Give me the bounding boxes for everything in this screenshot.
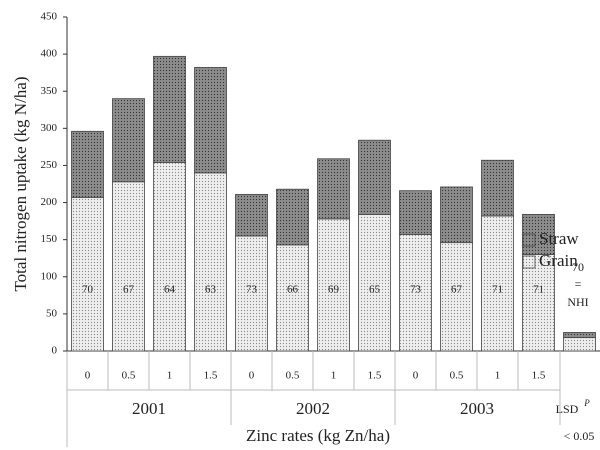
x-tick-label: 1.5 (204, 370, 218, 382)
group-label: 2003 (460, 399, 494, 418)
y-tick-label: 450 (41, 11, 58, 23)
x-axis-label: Zinc rates (kg Zn/ha) (246, 426, 390, 445)
nhi-legend: NHI (567, 295, 588, 309)
group-label: 2001 (132, 399, 166, 418)
y-axis-label: Total nitrogen uptake (kg N/ha) (11, 76, 30, 291)
x-tick-label: 1 (167, 370, 173, 382)
x-tick-label: 1.5 (532, 370, 546, 382)
bar-segment (71, 196, 104, 352)
bar-segment (194, 172, 227, 352)
bar-segment (563, 332, 596, 339)
x-tick-label: 0 (249, 370, 255, 382)
nhi-label: 65 (369, 284, 381, 296)
bar-segment (358, 139, 391, 215)
x-tick-label: 0.5 (122, 370, 136, 382)
lsd-superscript: P (583, 398, 590, 408)
nhi-label: 69 (328, 284, 340, 296)
nhi-label: 71 (492, 284, 503, 296)
nhi-legend: 70 (572, 260, 584, 274)
bar-segment (522, 254, 555, 352)
bar-segment (440, 186, 473, 244)
bar-segment (481, 159, 514, 217)
y-tick-label: 150 (41, 233, 58, 245)
nhi-label: 66 (287, 284, 299, 296)
bar-segment (317, 158, 350, 220)
y-tick-label: 100 (41, 270, 58, 282)
x-tick-label: 1 (495, 370, 501, 382)
bar-segment (399, 234, 432, 352)
nhi-label: 67 (451, 284, 463, 296)
bar-segment (440, 242, 473, 352)
x-tick-label: 0 (85, 370, 91, 382)
nhi-label: 73 (410, 284, 422, 296)
bar-segment (153, 55, 186, 163)
x-tick-label: 0.5 (286, 370, 300, 382)
bar-segment (112, 181, 145, 352)
bar-segment (153, 162, 186, 352)
legend-swatch (522, 233, 536, 247)
y-tick-label: 250 (41, 159, 58, 171)
legend-swatch (522, 255, 536, 269)
nhi-label: 64 (164, 284, 176, 296)
y-tick-label: 350 (41, 85, 58, 97)
nhi-label: 71 (533, 284, 544, 296)
legend-label: Straw (539, 229, 579, 248)
bar-segment (563, 337, 596, 352)
bar-segment (112, 98, 145, 183)
x-tick-label: 1 (331, 370, 337, 382)
bar-segment (317, 218, 350, 352)
bar-segment (358, 214, 391, 352)
y-tick-label: 200 (41, 196, 58, 208)
bar-segment (235, 193, 268, 237)
group-label: 2002 (296, 399, 330, 418)
bar-segment (481, 215, 514, 352)
y-tick-label: 50 (46, 307, 58, 319)
nhi-label: 67 (123, 284, 135, 296)
bar-segment (194, 67, 227, 174)
legend-label: Grain (539, 251, 578, 270)
nhi-legend: = (575, 277, 582, 291)
nhi-label: 73 (246, 284, 258, 296)
nhi-label: 70 (82, 284, 94, 296)
y-tick-label: 0 (52, 345, 58, 357)
y-tick-label: 400 (41, 48, 58, 60)
bar-segment (276, 188, 309, 246)
x-tick-label: 0.5 (450, 370, 464, 382)
y-tick-label: 300 (41, 122, 58, 134)
x-tick-label: 0 (413, 370, 419, 382)
bar-segment (71, 130, 104, 198)
lsd-label: LSD (556, 402, 579, 416)
lsd-condition: < 0.05 (564, 429, 595, 443)
bar-segment (276, 244, 309, 352)
nhi-label: 63 (205, 284, 217, 296)
bar-segment (399, 190, 432, 235)
x-tick-label: 1.5 (368, 370, 382, 382)
